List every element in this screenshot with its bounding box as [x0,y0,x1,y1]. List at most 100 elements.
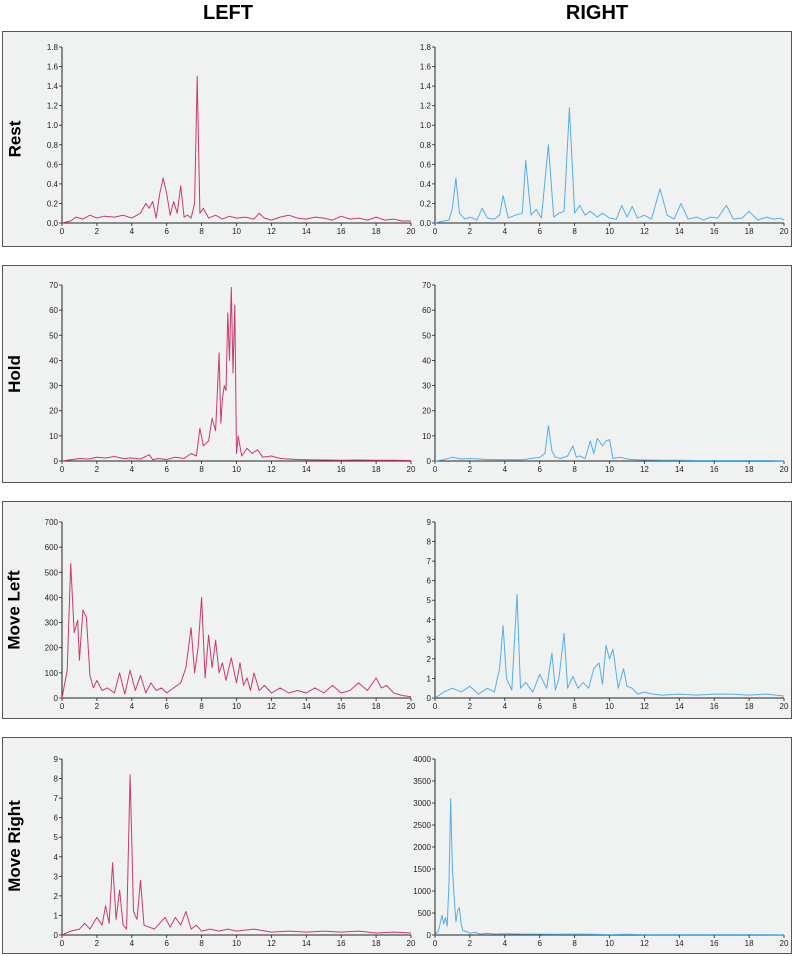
x-tick-label: 14 [675,702,684,711]
chart-move-left-left: 0 100 200 300 400 500 600 700 0 2 4 6 8 10 12 14 16 18 20 [45,518,416,711]
y-tick-label: 60 [49,306,58,315]
x-tick-label: 4 [130,227,135,236]
y-tick-label: 0 [54,694,59,703]
y-tick-label: 0.6 [420,160,432,169]
y-tick-label: 4000 [413,755,431,764]
x-tick-label: 10 [605,465,614,474]
x-tick-label: 12 [267,465,276,474]
x-tick-label: 8 [199,702,204,711]
x-tick-label: 10 [605,227,614,236]
y-tick-label: 50 [422,331,431,340]
x-tick-label: 18 [372,227,381,236]
series-line [61,774,412,936]
x-tick-label: 4 [503,939,508,948]
x-tick-label: 16 [337,702,346,711]
x-tick-label: 18 [372,939,381,948]
x-tick-label: 4 [130,939,135,948]
y-tick-label: 3 [54,872,59,881]
x-tick-label: 8 [572,465,577,474]
series-line [61,75,411,224]
y-tick-label: 5 [427,596,432,605]
x-tick-label: 16 [337,465,346,474]
x-tick-label: 6 [537,227,542,236]
x-tick-label: 2 [468,939,473,948]
y-tick-label: 9 [427,518,432,527]
x-tick-label: 8 [199,939,204,948]
x-tick-label: 18 [372,465,381,474]
x-tick-label: 2 [468,227,473,236]
y-tick-label: 1 [54,911,59,920]
y-tick-label: 7 [427,557,432,566]
x-tick-label: 6 [164,702,169,711]
y-tick-label: 6 [427,577,432,586]
x-tick-label: 8 [572,939,577,948]
panel-hold [2,265,792,483]
x-tick-label: 4 [130,465,135,474]
x-tick-label: 16 [337,939,346,948]
x-tick-label: 16 [710,702,719,711]
x-tick-label: 18 [745,939,754,948]
y-tick-label: 1.2 [420,102,432,111]
y-tick-label: 1 [427,674,432,683]
x-tick-label: 14 [302,465,311,474]
y-tick-label: 600 [45,543,59,552]
x-tick-label: 0 [60,702,65,711]
row-label-move-left: Move Left [5,570,24,650]
y-tick-label: 0.2 [47,199,59,208]
series-line [61,287,412,462]
x-tick-label: 2 [95,465,100,474]
y-tick-label: 1.0 [420,121,432,130]
x-tick-label: 14 [675,465,684,474]
x-tick-label: 14 [675,227,684,236]
x-tick-label: 14 [302,227,311,236]
series-line [434,593,785,699]
row-label-hold: Hold [5,355,24,393]
x-tick-label: 20 [780,702,789,711]
x-tick-label: 10 [605,939,614,948]
y-tick-label: 3 [427,635,432,644]
column-header-right: RIGHT [565,2,629,24]
x-tick-label: 10 [605,702,614,711]
y-tick-label: 0 [427,457,432,466]
x-tick-label: 0 [433,465,438,474]
x-tick-label: 18 [745,702,754,711]
x-tick-label: 20 [780,939,789,948]
y-tick-label: 3500 [413,777,431,786]
y-tick-label: 20 [422,407,431,416]
x-tick-label: 18 [745,465,754,474]
y-tick-label: 700 [45,518,59,527]
y-tick-label: 7 [54,794,59,803]
y-tick-label: 0.4 [47,180,59,189]
x-tick-label: 10 [232,702,241,711]
y-tick-label: 8 [54,775,59,784]
y-tick-label: 2 [54,892,59,901]
y-tick-label: 1000 [413,887,431,896]
y-tick-label: 4 [427,616,432,625]
x-tick-label: 16 [337,227,346,236]
x-tick-label: 20 [407,227,416,236]
x-tick-label: 4 [130,702,135,711]
y-tick-label: 9 [54,755,59,764]
x-tick-label: 0 [60,465,65,474]
y-tick-label: 500 [418,909,432,918]
x-tick-label: 12 [640,939,649,948]
y-tick-label: 500 [45,568,59,577]
x-tick-label: 20 [407,702,416,711]
x-tick-label: 4 [503,702,508,711]
x-tick-label: 8 [572,702,577,711]
y-tick-label: 30 [49,382,58,391]
x-tick-label: 12 [267,939,276,948]
y-tick-label: 1500 [413,865,431,874]
x-tick-label: 0 [60,227,65,236]
y-tick-label: 0.8 [47,141,59,150]
y-tick-label: 400 [45,593,59,602]
series-line [61,563,412,699]
chart-rest-right: 0.0 0.2 0.4 0.6 0.8 1.0 1.2 1.4 1.6 1.8 0 2 4 6 8 10 12 1… [420,43,789,236]
y-tick-label: 10 [49,432,58,441]
y-tick-label: 20 [49,407,58,416]
x-tick-label: 6 [164,227,169,236]
x-tick-label: 4 [503,227,508,236]
x-tick-label: 16 [710,227,719,236]
